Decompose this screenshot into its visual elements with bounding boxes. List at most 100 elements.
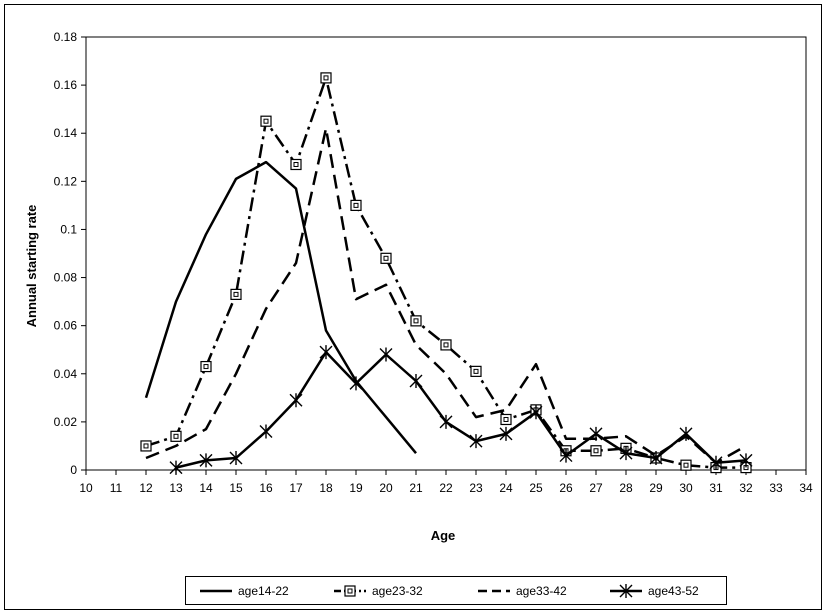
series-age43-52-point [259, 424, 273, 439]
series-line-age23-32 [145, 76, 746, 469]
series-age43-52-point [709, 455, 723, 470]
series-age43-52-point [289, 393, 303, 408]
square-marker-inner [593, 448, 599, 454]
series-age43-52-point [229, 450, 243, 465]
square-marker [440, 339, 452, 351]
square-marker-inner [683, 462, 689, 468]
chart-legend: age14-22 age23-32 age33-42 age43-52 [185, 576, 727, 605]
legend-label: age33-42 [516, 584, 567, 598]
x-tick-label: 20 [379, 481, 393, 495]
square-marker-inner [503, 416, 509, 422]
series-age43-52-point [319, 345, 333, 360]
series-age33-42 [145, 127, 747, 465]
square-marker [320, 72, 332, 84]
x-tick-label: 28 [619, 481, 633, 495]
x-tick-label: 17 [289, 481, 303, 495]
series-age43-52-point [589, 426, 603, 441]
x-tick-label: 18 [319, 481, 333, 495]
series-age43-52 [169, 345, 753, 475]
legend-label: age43-52 [648, 584, 699, 598]
square-marker-inner [173, 433, 179, 439]
y-tick-label: 0.14 [54, 126, 78, 140]
series-line-age14-22 [144, 160, 417, 454]
series-age43-52-point [649, 450, 663, 465]
y-tick-label: 0.06 [54, 319, 78, 333]
series-age43-52-point [499, 426, 513, 441]
x-tick-label: 27 [589, 481, 603, 495]
x-tick-label: 22 [439, 481, 453, 495]
x-tick-label: 15 [229, 481, 243, 495]
y-tick-label: 0.08 [54, 271, 78, 285]
x-tick-label: 32 [739, 481, 753, 495]
series-age43-52-point [739, 453, 753, 468]
x-tick-label: 14 [199, 481, 213, 495]
x-tick-label: 29 [649, 481, 663, 495]
legend-item-age33-42: age33-42 [478, 584, 567, 598]
square-marker-inner [263, 118, 269, 124]
square-marker [140, 440, 152, 452]
x-tick-label: 19 [349, 481, 363, 495]
legend-label: age23-32 [372, 584, 423, 598]
y-tick-label: 0 [70, 463, 77, 477]
series-age43-52-point [199, 453, 213, 468]
square-marker [260, 115, 272, 127]
x-tick-label: 30 [679, 481, 693, 495]
series-layer [140, 72, 753, 475]
square-marker [500, 413, 512, 426]
series-age23-32-point [200, 360, 212, 373]
series-age43-52-point [469, 434, 483, 449]
x-tick-label: 23 [469, 481, 483, 495]
y-axis-title: Annual starting rate [24, 205, 39, 328]
series-age43-52-point [349, 376, 363, 391]
series-age23-32-point [140, 440, 152, 452]
series-age43-52-point [439, 414, 453, 429]
legend-item-age14-22: age14-22 [200, 584, 289, 598]
series-age23-32-point [590, 445, 602, 457]
square-marker-inner [413, 318, 419, 324]
square-marker-inner [143, 443, 149, 449]
series-age43-52-point [169, 460, 183, 475]
x-tick-label: 11 [110, 481, 123, 495]
square-marker [200, 360, 212, 373]
x-tick-label: 33 [769, 481, 783, 495]
series-age23-32-point [470, 365, 482, 377]
series-age23-32-point [380, 252, 392, 264]
square-marker-inner [203, 364, 209, 370]
series-age23-32-point [350, 199, 362, 211]
series-age23-32-point [440, 339, 452, 351]
square-marker [344, 585, 356, 597]
y-tick-label: 0.04 [54, 367, 78, 381]
series-age43-52-point [379, 347, 393, 362]
series-age23-32-point [290, 158, 302, 171]
x-tick-label: 31 [709, 481, 723, 495]
square-marker [380, 252, 392, 264]
series-age43-52-point [409, 373, 423, 388]
series-age23-32-point [500, 413, 512, 426]
line-chart: 00.020.040.060.080.10.120.140.160.18 10 1… [24, 30, 813, 543]
series-age23-32-point [230, 288, 242, 300]
series-age23-32-point [260, 115, 272, 127]
series-age23-32-point [170, 430, 182, 442]
square-marker-inner [233, 291, 239, 297]
y-tick-label: 0.02 [54, 415, 78, 429]
series-line-age33-42 [145, 127, 747, 465]
y-tick-label: 0.18 [54, 30, 78, 44]
x-tick-label: 34 [799, 481, 813, 495]
legend-entries: age14-22 age23-32 age33-42 age43-52 [200, 584, 699, 598]
square-marker [290, 158, 302, 171]
square-marker-inner [383, 255, 389, 261]
chart-frame: 0 0.02 0.04 0.06 0.08 0.1 0.12 0.14 0.16 0.18 10 1… [4, 4, 822, 610]
square-marker [590, 445, 602, 457]
x-tick-label: 16 [259, 481, 273, 495]
square-marker [410, 315, 422, 327]
legend-item-age43-52: age43-52 [610, 584, 699, 598]
plot-area [85, 36, 807, 471]
series-age14-22 [144, 160, 417, 454]
square-marker-inner [443, 342, 449, 348]
x-axis-ticks: 10 11 12 13 14 15 16 17 18 19 20 21 22 23 24 25 26 27 28 29… [79, 470, 813, 495]
x-tick-label: 13 [169, 481, 183, 495]
series-age43-52-point [679, 426, 693, 441]
x-axis-title: Age [431, 528, 456, 543]
series-age23-32-point [320, 72, 332, 84]
y-tick-label: 0.1 [60, 222, 77, 236]
